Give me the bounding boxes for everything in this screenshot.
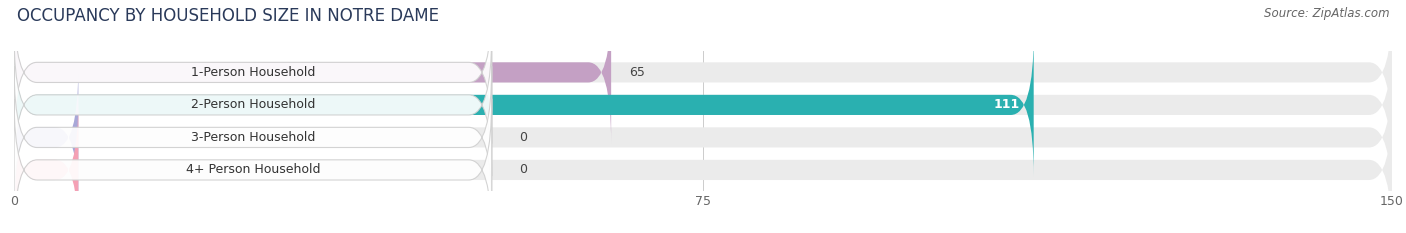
FancyBboxPatch shape xyxy=(14,66,1392,209)
Text: 4+ Person Household: 4+ Person Household xyxy=(186,163,321,176)
Text: 2-Person Household: 2-Person Household xyxy=(191,98,315,111)
Text: 1-Person Household: 1-Person Household xyxy=(191,66,315,79)
Text: Source: ZipAtlas.com: Source: ZipAtlas.com xyxy=(1264,7,1389,20)
FancyBboxPatch shape xyxy=(14,34,1033,176)
FancyBboxPatch shape xyxy=(14,1,612,144)
Text: 3-Person Household: 3-Person Household xyxy=(191,131,315,144)
FancyBboxPatch shape xyxy=(14,1,1392,144)
FancyBboxPatch shape xyxy=(14,99,79,233)
Text: 0: 0 xyxy=(519,163,527,176)
FancyBboxPatch shape xyxy=(14,34,1392,176)
Text: 111: 111 xyxy=(994,98,1019,111)
FancyBboxPatch shape xyxy=(14,1,492,144)
Text: 0: 0 xyxy=(519,131,527,144)
FancyBboxPatch shape xyxy=(14,66,492,209)
FancyBboxPatch shape xyxy=(14,66,79,209)
Text: 65: 65 xyxy=(630,66,645,79)
FancyBboxPatch shape xyxy=(14,99,1392,233)
Text: OCCUPANCY BY HOUSEHOLD SIZE IN NOTRE DAME: OCCUPANCY BY HOUSEHOLD SIZE IN NOTRE DAM… xyxy=(17,7,439,25)
FancyBboxPatch shape xyxy=(14,34,492,176)
FancyBboxPatch shape xyxy=(14,99,492,233)
